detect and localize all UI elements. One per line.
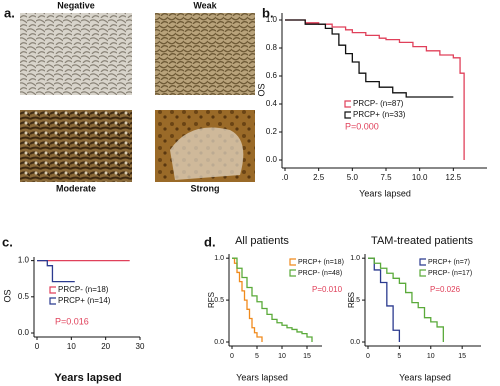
y-tick-label: 0.0 <box>266 155 278 164</box>
y-axis-label: RFS <box>207 292 216 308</box>
x-tick-label: 10 <box>427 353 435 360</box>
legend-swatch <box>419 258 426 266</box>
x-tick-label: 0 <box>35 342 40 351</box>
caption: Negative <box>57 0 95 10</box>
survival-curve <box>232 257 313 342</box>
x-tick-label: 30 <box>136 342 145 351</box>
x-tick-label: 10 <box>278 353 286 360</box>
chart-title: All patients <box>235 235 289 247</box>
y-tick-label: 1.0 <box>266 15 278 24</box>
survival-curve <box>285 19 465 160</box>
panel-label: c. <box>2 234 13 249</box>
x-tick-label: 5 <box>255 353 259 360</box>
p-value: P=0.000 <box>345 121 379 131</box>
x-tick-label: 10.0 <box>412 173 428 182</box>
legend-swatch <box>344 100 351 108</box>
y-tick-label: 0.2 <box>266 127 278 136</box>
y-tick-label: 0.4 <box>266 99 278 108</box>
survival-curve <box>368 257 401 342</box>
x-tick-label: 5 <box>397 353 401 360</box>
x-tick-label: 2.5 <box>313 173 325 182</box>
legend-label: PRCP+ (n=14) <box>58 296 111 305</box>
x-tick-label: 5.0 <box>347 173 359 182</box>
y-tick-label: 0.8 <box>266 43 278 52</box>
p-value: P=0.016 <box>55 316 89 326</box>
x-tick-label: 12.5 <box>446 173 462 182</box>
y-tick-label: 1.0 <box>18 256 30 265</box>
legend-label: PRCP- (n=87) <box>353 99 404 108</box>
legend-label: PRCP- (n=48) <box>298 270 342 277</box>
x-axis-label: Years lapsed <box>54 372 121 384</box>
x-tick-label: 0 <box>230 353 234 360</box>
y-axis-label: RFS <box>347 292 356 308</box>
legend-swatch <box>344 111 351 119</box>
x-tick-label: 20 <box>101 342 110 351</box>
legend-swatch <box>289 269 296 277</box>
y-tick-label: 0.0 <box>350 339 360 346</box>
y-tick-label: 1.0 <box>350 255 360 262</box>
panel-label: a. <box>4 5 15 20</box>
survival-curve <box>37 259 75 283</box>
caption: Weak <box>193 0 217 10</box>
panel-label: d. <box>204 234 216 249</box>
y-tick-label: 0.6 <box>266 71 278 80</box>
legend-swatch <box>49 297 56 305</box>
legend-label: PRCP+ (n=18) <box>298 259 344 266</box>
x-axis-label: Years lapsed <box>399 372 451 382</box>
y-tick-label: 0.5 <box>214 297 224 304</box>
p-value: P=0.026 <box>430 285 461 294</box>
panel-label: b. <box>262 5 274 20</box>
x-axis-label: Years lapsed <box>359 188 411 198</box>
y-tick-label: 0.0 <box>18 328 30 337</box>
x-tick-label: 0 <box>366 353 370 360</box>
micrograph <box>20 13 132 95</box>
stroma <box>170 127 244 180</box>
x-tick-label: 15 <box>303 353 311 360</box>
chart-title: TAM-treated patients <box>371 235 473 247</box>
x-tick-label: 7.5 <box>380 173 392 182</box>
micrograph <box>20 110 132 182</box>
survival-curve <box>232 257 263 342</box>
legend-label: PRCP- (n=18) <box>58 285 109 294</box>
x-tick-label: 15 <box>458 353 466 360</box>
y-axis-label: OS <box>256 83 266 96</box>
y-tick-label: 0.0 <box>214 339 224 346</box>
legend-swatch <box>49 286 56 294</box>
y-tick-label: 1.0 <box>214 255 224 262</box>
x-axis-label: Years lapsed <box>236 372 288 382</box>
legend-label: PRCP- (n=17) <box>428 270 472 277</box>
survival-curve <box>285 19 454 98</box>
y-tick-label: 0.5 <box>18 292 30 301</box>
legend-swatch <box>289 258 296 266</box>
micrograph <box>155 13 255 95</box>
y-axis-label: OS <box>2 289 12 302</box>
legend-label: PRCP+ (n=33) <box>353 110 406 119</box>
x-tick-label: 10 <box>67 342 76 351</box>
survival-curve <box>368 257 444 342</box>
y-tick-label: 0.5 <box>350 297 360 304</box>
p-value: P=0.010 <box>312 285 343 294</box>
caption: Strong <box>191 183 220 193</box>
caption: Moderate <box>56 183 96 193</box>
x-tick-label: .0 <box>282 173 289 182</box>
legend-label: PRCP+ (n=7) <box>428 259 470 266</box>
legend-swatch <box>419 269 426 277</box>
